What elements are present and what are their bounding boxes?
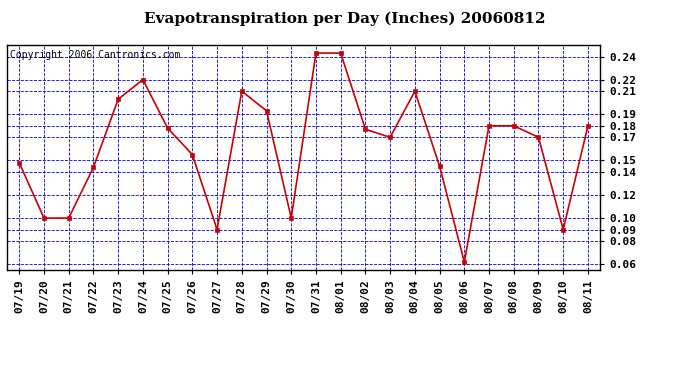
Text: Copyright 2006 Cantronics.com: Copyright 2006 Cantronics.com [10,50,180,60]
Text: Evapotranspiration per Day (Inches) 20060812: Evapotranspiration per Day (Inches) 2006… [144,11,546,26]
